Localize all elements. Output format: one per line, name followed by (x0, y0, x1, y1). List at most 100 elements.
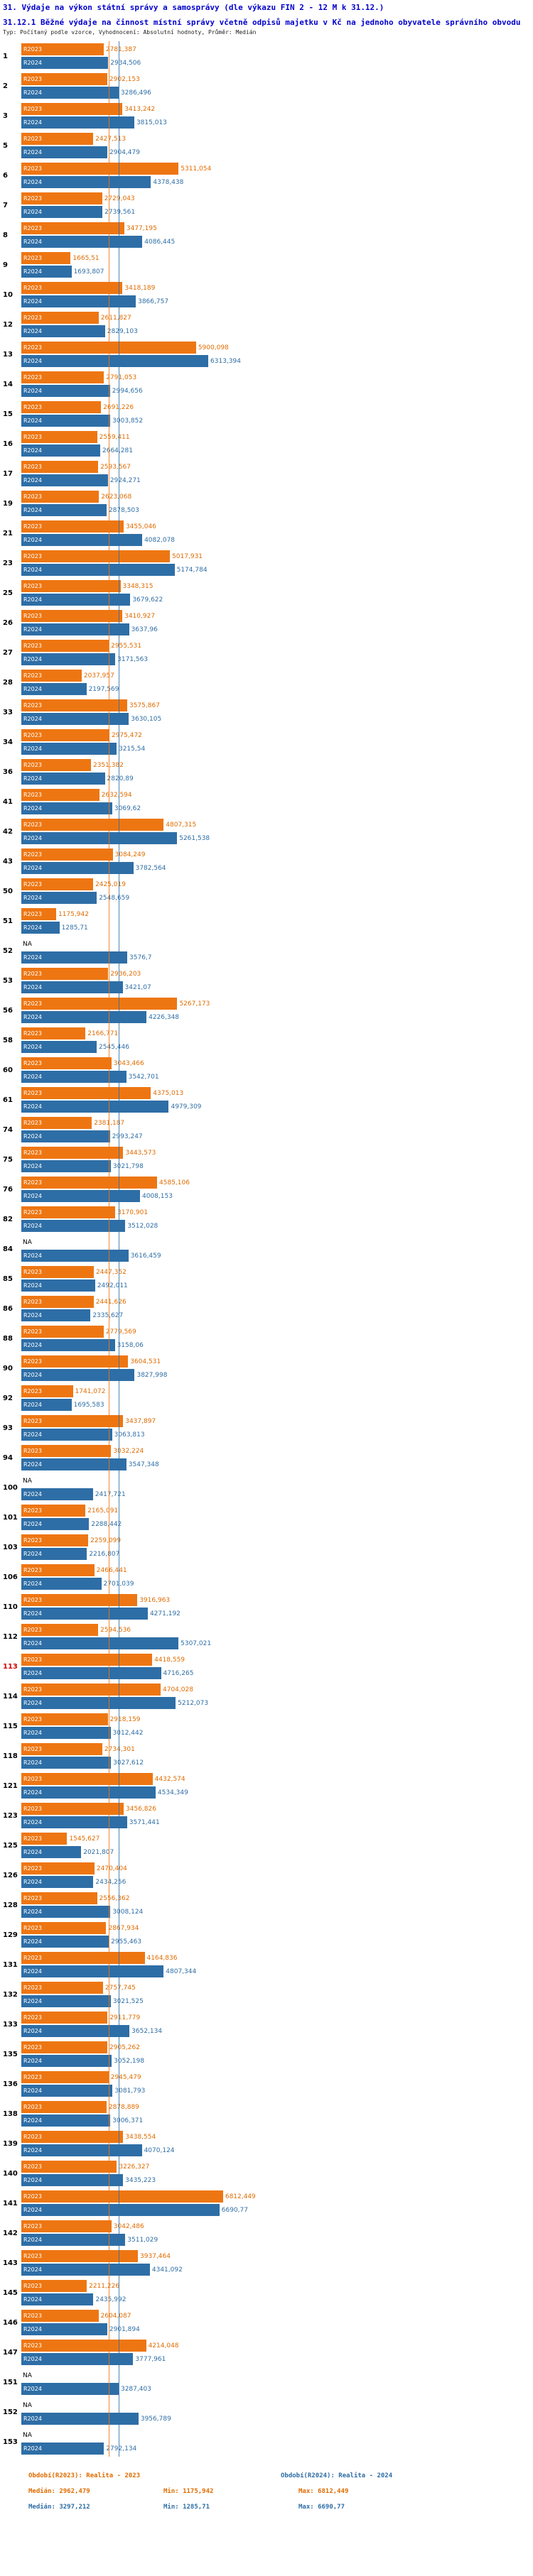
bar-series-label: R2023 (23, 643, 42, 649)
bar-series-label: R2024 (23, 567, 42, 573)
row-group: 131 R2023 4164,836 R2024 4807,344 (0, 1950, 533, 1980)
bar-line-r2023: R2023 1741,072 (21, 1385, 533, 1397)
bar-line-r2024: R2024 4070,124 (21, 2144, 533, 2156)
bar-value-label: 3021,798 (112, 1162, 144, 1170)
bar-line-r2023: NA (21, 1236, 533, 1248)
bar-r2024: R2024 (21, 1160, 111, 1172)
bar-r2024: R2024 (21, 2413, 139, 2425)
row-id: 17 (3, 469, 13, 478)
row-id: 143 (3, 2259, 18, 2267)
bar-line-r2024: R2024 2829,103 (21, 325, 533, 337)
bar-series-label: R2024 (23, 388, 42, 394)
bar-series-label: R2024 (23, 298, 42, 305)
bar-r2024: R2024 (21, 2383, 119, 2395)
bar-line-r2023: R2023 2734,301 (21, 1743, 533, 1755)
row-id: 101 (3, 1513, 18, 1522)
bar-line-r2024: R2024 3081,793 (21, 2085, 533, 2097)
bar-r2023: R2023 (21, 2041, 108, 2053)
bar-value-label: 3418,189 (124, 284, 156, 292)
bar-series-label: R2023 (23, 1030, 42, 1037)
bar-series-label: R2024 (23, 2296, 42, 2303)
na-label: NA (23, 2431, 32, 2439)
row-id: 86 (3, 1304, 13, 1313)
row-id: 147 (3, 2348, 18, 2357)
bar-series-label: R2023 (23, 613, 42, 619)
bar-line-r2023: R2023 2632,594 (21, 789, 533, 801)
bar-line-r2024: R2024 3815,013 (21, 116, 533, 129)
bar-r2024: R2024 (21, 1429, 112, 1441)
bar-value-label: 3003,852 (112, 417, 144, 425)
bar-line-r2024: R2024 2435,992 (21, 2293, 533, 2305)
bar-series-label: R2024 (23, 1551, 42, 1557)
chart-meta: Typ: Počítaný podle vzorce, Vyhodnocení:… (3, 29, 257, 36)
bar-series-label: R2024 (23, 328, 42, 334)
bar-series-label: R2024 (23, 1074, 42, 1080)
na-label: NA (23, 2372, 32, 2379)
bar-line-r2024: R2024 3547,348 (21, 1458, 533, 1470)
bar-value-label: 4418,559 (154, 1656, 185, 1664)
bar-r2024: R2024 (21, 1190, 140, 1202)
row-bars: R2023 2779,569 R2024 3158,06 (21, 1324, 533, 1353)
bar-value-label: 4271,192 (149, 1610, 181, 1617)
bar-r2023: R2023 (21, 1296, 94, 1308)
bar-series-label: R2024 (23, 954, 42, 961)
bar-line-r2024: R2024 2021,807 (21, 1846, 533, 1858)
bar-line-r2024: R2024 2417,721 (21, 1488, 533, 1500)
row-id: 151 (3, 2378, 18, 2386)
bar-value-label: 3286,496 (120, 89, 151, 97)
bar-series-label: R2024 (23, 1670, 42, 1676)
row-group: 7 R2023 2729,043 R2024 2739,561 (0, 190, 533, 220)
bar-series-label: R2023 (23, 434, 42, 440)
stat-median-r2024: Medián: 3297,212 (28, 2504, 90, 2511)
bar-value-label: 2911,779 (109, 2014, 141, 2021)
bar-r2024: R2024 (21, 981, 123, 993)
bar-value-label: 3782,564 (135, 864, 166, 872)
bar-value-label: 2545,446 (99, 1043, 129, 1051)
bar-value-label: 4807,315 (166, 821, 197, 829)
bar-line-r2024: R2024 6313,394 (21, 355, 533, 367)
row-group: 13 R2023 5900,098 R2024 6313,394 (0, 339, 533, 369)
bar-r2024: R2024 (21, 295, 136, 307)
bar-line-r2024: R2024 3542,701 (21, 1071, 533, 1083)
row-bars: NA R2024 3287,403 (21, 2367, 533, 2397)
bar-value-label: 3084,249 (114, 851, 146, 858)
bar-series-label: R2023 (23, 1120, 42, 1126)
bar-value-label: 4807,344 (166, 1968, 197, 1975)
bar-r2023: R2023 (21, 312, 99, 324)
row-group: 50 R2023 2425,019 R2024 2548,659 (0, 876, 533, 906)
bar-r2024: R2024 (21, 1936, 109, 1948)
bar-series-label: R2023 (23, 971, 42, 977)
bar-value-label: 3052,198 (114, 2057, 145, 2065)
bar-series-label: R2024 (23, 2207, 42, 2213)
bar-r2023: R2023 (21, 401, 102, 413)
bar-line-r2023: R2023 3438,554 (21, 2131, 533, 2143)
bar-line-r2024: R2024 2335,627 (21, 1309, 533, 1321)
bar-value-label: 4070,124 (144, 2146, 175, 2154)
row-bars: R2023 3348,315 R2024 3679,622 (21, 578, 533, 608)
bar-r2024: R2024 (21, 415, 111, 427)
bar-line-r2024: R2024 3616,459 (21, 1250, 533, 1262)
bar-series-label: R2024 (23, 924, 42, 931)
bar-r2024: R2024 (21, 1667, 161, 1679)
bar-r2024: R2024 (21, 1071, 126, 1083)
bar-r2023: R2023 (21, 1385, 73, 1397)
row-bars: R2023 2165,091 R2024 2288,442 (21, 1502, 533, 1532)
bar-line-r2024: R2024 3063,813 (21, 1429, 533, 1441)
row-bars: NA R2024 3956,789 (21, 2397, 533, 2427)
bar-series-label: R2024 (23, 1849, 42, 1855)
bar-line-r2024: R2024 1693,807 (21, 266, 533, 278)
bar-value-label: 3777,961 (135, 2355, 166, 2363)
bar-series-label: R2024 (23, 746, 42, 752)
bar-r2023: R2023 (21, 2280, 87, 2292)
bar-value-label: 5307,021 (181, 1639, 212, 1647)
bar-line-r2023: NA (21, 2399, 533, 2411)
bar-value-label: 2427,513 (95, 135, 126, 143)
bar-r2023: R2023 (21, 2161, 117, 2173)
bar-line-r2023: R2023 2779,569 (21, 1326, 533, 1338)
bar-line-r2024: R2024 3421,07 (21, 981, 533, 993)
row-group: 151 NA R2024 3287,403 (0, 2367, 533, 2397)
row-id: 53 (3, 976, 13, 985)
row-id: 16 (3, 440, 13, 448)
row-id: 85 (3, 1275, 13, 1283)
row-id: 8 (3, 231, 8, 239)
